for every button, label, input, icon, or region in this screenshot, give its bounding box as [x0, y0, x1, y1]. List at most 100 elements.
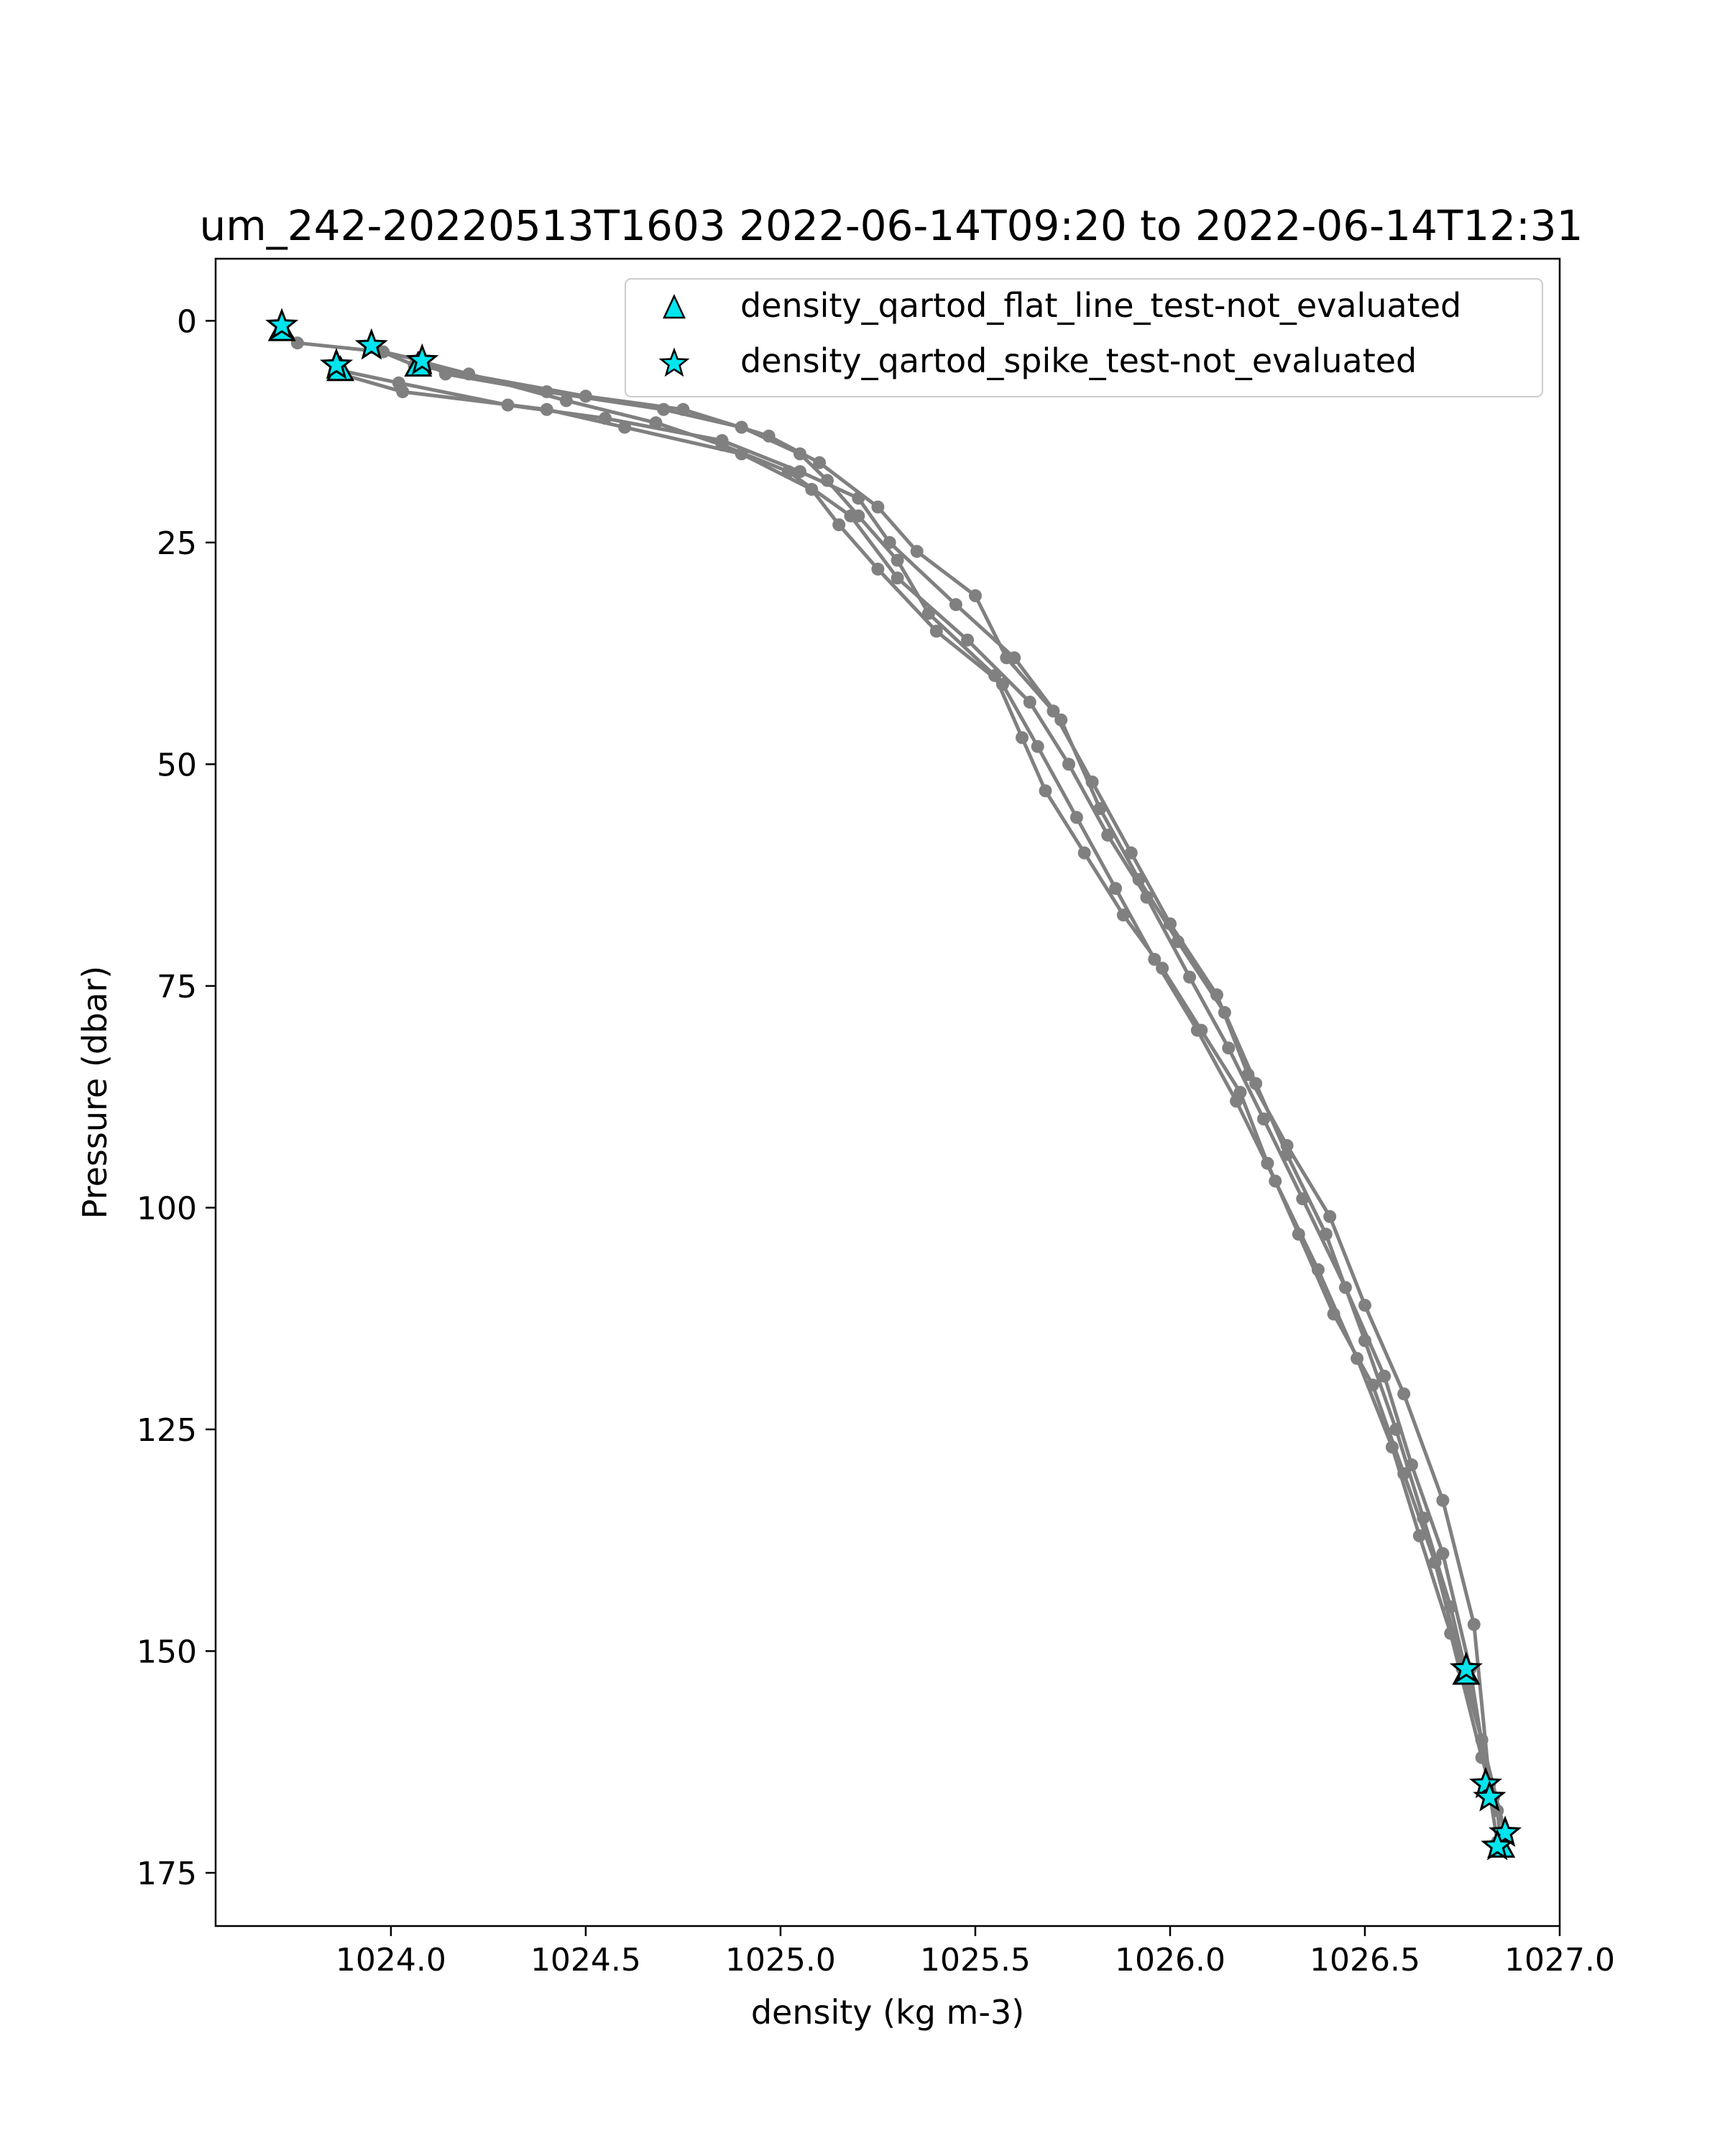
profile-point [1148, 952, 1162, 966]
profile-point [1358, 1299, 1371, 1312]
profile-point [883, 535, 896, 549]
profile-point [949, 598, 962, 612]
profile-point [1405, 1458, 1418, 1472]
profile-point [1311, 1263, 1325, 1276]
profile-point [891, 553, 904, 567]
profile-point [1164, 917, 1177, 931]
spike-flag-marker [265, 308, 299, 340]
profile-point [813, 456, 827, 469]
profile-point [1124, 846, 1138, 860]
profile-point [1269, 1174, 1282, 1188]
x-tick-label: 1025.0 [725, 1942, 836, 1978]
profile-point [1296, 1192, 1310, 1206]
profile-point [1109, 882, 1123, 895]
profile-point [1412, 1529, 1426, 1542]
profile-point [1077, 846, 1091, 860]
y-tick-label: 175 [137, 1856, 197, 1892]
spike-flag-marker [1481, 1828, 1514, 1861]
x-ticks: 1024.0 1024.5 1025.0 1025.5 1026.0 1026.5 1027… [336, 1926, 1615, 1978]
spike-flag-marker [405, 343, 439, 375]
legend-label-flat-line: density_qartod_flat_line_test-not_evalua… [740, 286, 1461, 325]
legend-box [625, 278, 1543, 397]
profile-point [1062, 757, 1075, 771]
spike-flag-marker [319, 347, 354, 379]
x-tick-label: 1025.5 [920, 1942, 1031, 1978]
profile-point [676, 402, 690, 416]
profile-point [540, 402, 553, 416]
profile-point [762, 429, 776, 443]
profile-point [1190, 1023, 1204, 1037]
y-tick-label: 0 [177, 303, 197, 340]
x-tick-label: 1026.0 [1115, 1942, 1225, 1978]
profile-point [396, 385, 410, 399]
legend-triangle-marker [663, 294, 686, 319]
profile-point [1338, 1281, 1352, 1294]
profile-point [1070, 811, 1083, 824]
profile-point [910, 545, 924, 558]
y-tick-label: 25 [157, 525, 197, 562]
profile-point [649, 416, 663, 430]
profile-point [1351, 1352, 1364, 1365]
profile-point [844, 509, 857, 522]
y-tick-label: 75 [157, 969, 197, 1005]
profile-point [618, 420, 632, 434]
profile-point [579, 390, 592, 403]
x-tick-label: 1024.5 [530, 1942, 641, 1978]
y-axis-label: Pressure (dbar) [75, 966, 114, 1219]
plot-frame [214, 257, 1561, 1927]
profile-point [1140, 890, 1154, 904]
profile-point [715, 438, 729, 452]
profile-point [1000, 651, 1013, 665]
profile-point [1016, 731, 1029, 745]
profile-point [995, 678, 1009, 691]
spike-flag-marker [1449, 1651, 1483, 1683]
profile-point [1280, 1139, 1294, 1152]
profile-point [929, 625, 943, 638]
profile-point [1183, 970, 1197, 984]
profile-point [969, 589, 982, 602]
profile-point [781, 465, 795, 479]
legend: density_qartod_flat_line_test-not_evalua… [625, 278, 1543, 397]
profile-point [1385, 1440, 1399, 1454]
legend-label-spike: density_qartod_spike_test-not_evaluated [740, 341, 1417, 380]
y-tick-label: 150 [137, 1634, 197, 1670]
profile-point [1323, 1210, 1337, 1223]
y-tick-label: 125 [137, 1412, 197, 1449]
profile-point [1023, 696, 1036, 709]
profile-point [1085, 775, 1099, 789]
profile-point [1210, 988, 1223, 1002]
profile-point [832, 518, 846, 532]
profile-point [559, 394, 573, 407]
x-tick-label: 1024.0 [336, 1942, 446, 1978]
profile-point [1031, 740, 1044, 753]
profile-point [462, 367, 476, 381]
profile-point [1417, 1511, 1430, 1525]
chart-title: um_242-20220513T1603 2022-06-14T09:20 to… [200, 201, 1583, 250]
profile-point [1101, 829, 1115, 842]
spike-flag-marker [354, 328, 388, 360]
x-tick-label: 1026.5 [1310, 1942, 1420, 1978]
profile-point [961, 633, 975, 647]
y-ticks: 0 25 50 75 100 125 150 175 [137, 303, 216, 1892]
profile-point [1230, 1095, 1243, 1108]
profile-point [1257, 1112, 1271, 1125]
x-tick-label: 1027.0 [1504, 1942, 1615, 1978]
profile-point [1467, 1618, 1481, 1631]
profile-point [1436, 1547, 1450, 1560]
legend-star-marker [658, 347, 690, 377]
profile-point [794, 465, 806, 479]
profile-point [871, 500, 885, 514]
spike-flag-marker [1473, 1779, 1506, 1812]
y-tick-label: 50 [157, 747, 197, 783]
profile-point [1436, 1493, 1450, 1507]
y-tick-label: 100 [137, 1190, 197, 1227]
profile-point [871, 562, 885, 576]
profile-point [1046, 704, 1060, 718]
profile-point [1397, 1387, 1411, 1401]
profile-point [1378, 1369, 1392, 1383]
spike-flag-marker [1489, 1815, 1522, 1848]
profile-point [1222, 1041, 1236, 1055]
profile-point [891, 571, 904, 585]
profile-point [1444, 1626, 1458, 1640]
